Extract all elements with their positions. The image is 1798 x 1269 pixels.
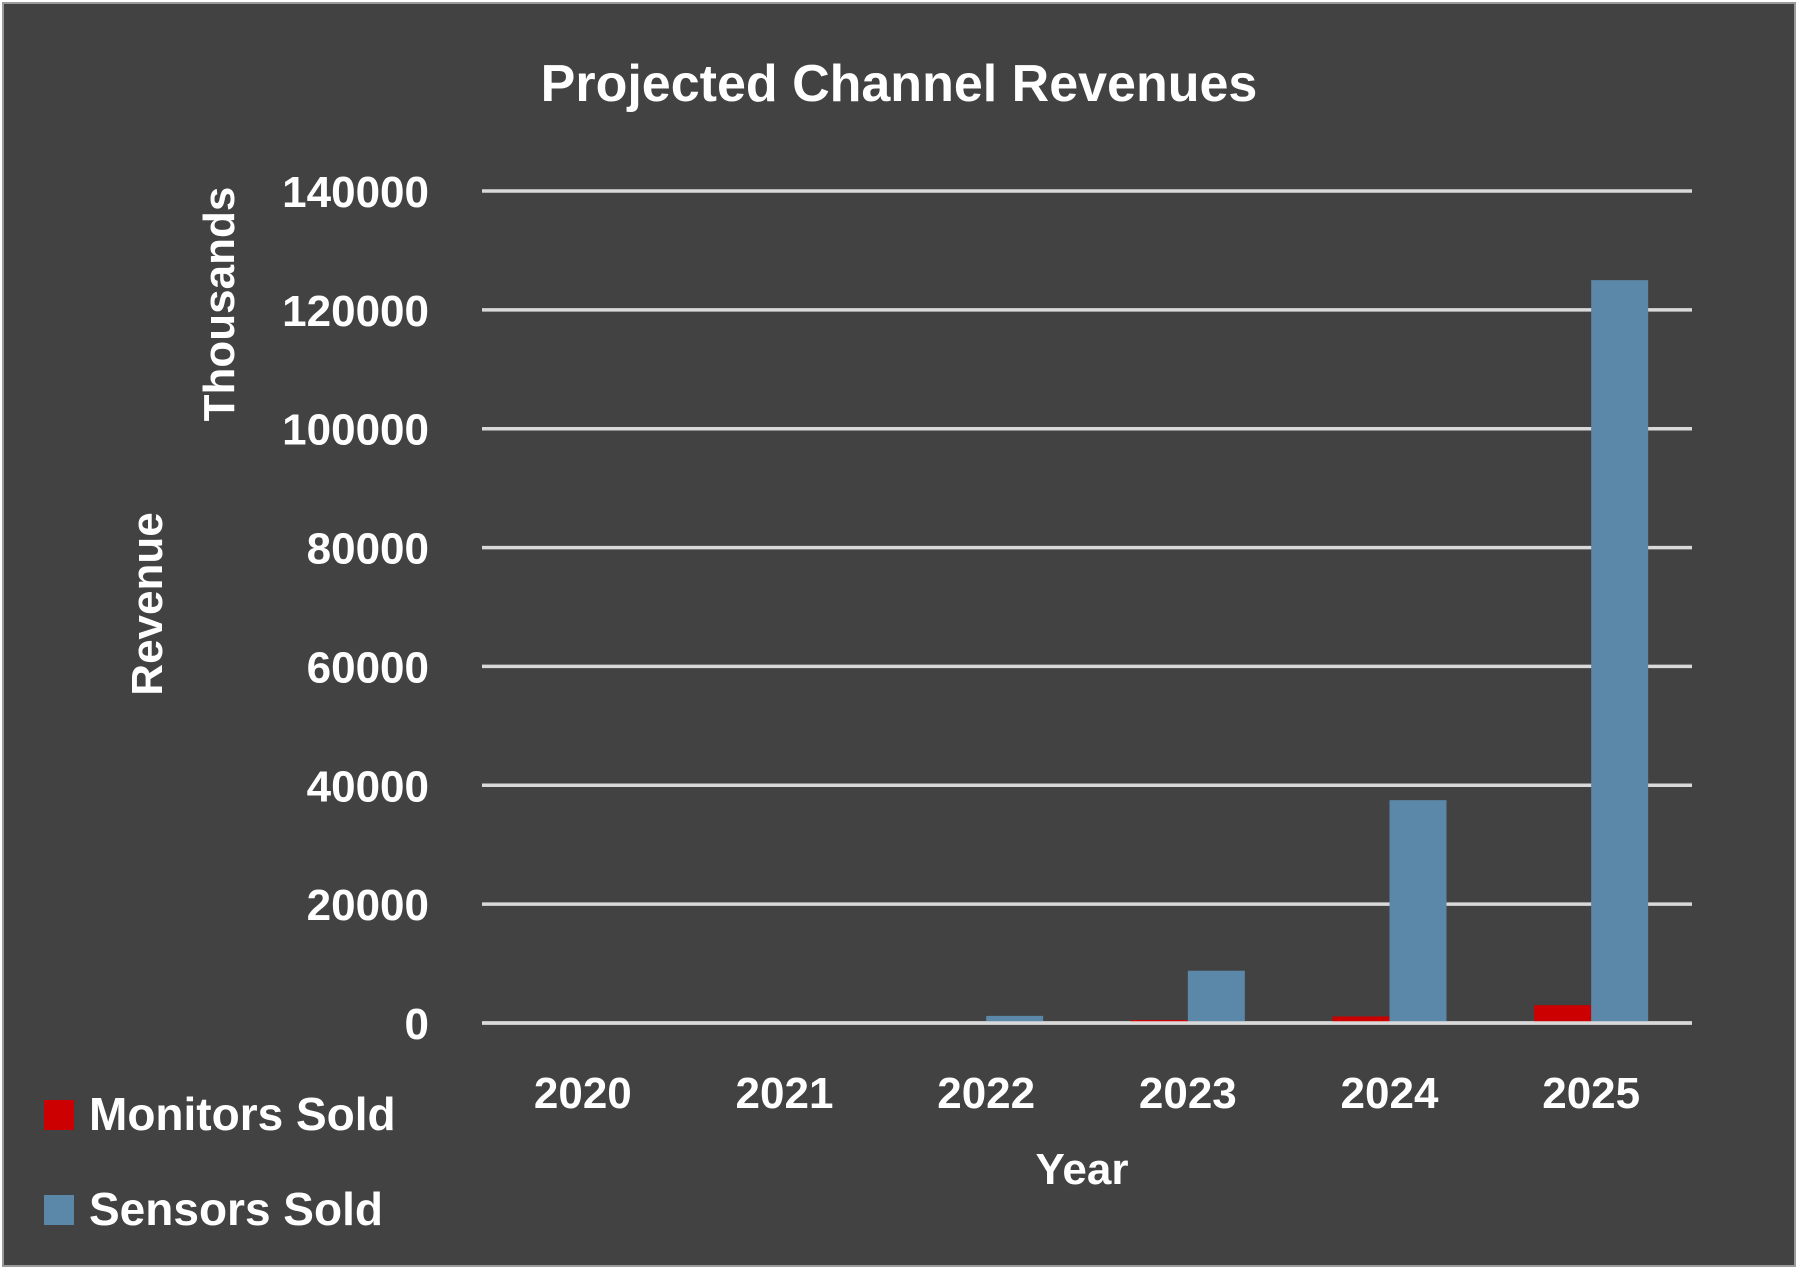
bar-sensors-sold-2022: [986, 1015, 1044, 1023]
legend: Monitors Sold Sensors Sold: [44, 1088, 396, 1235]
legend-swatch: [44, 1195, 74, 1225]
gridlines: [482, 189, 1692, 1025]
x-tick-labels: 2020 2021 2022 2023 2024 2025: [534, 1069, 1640, 1118]
y-tick-label: 60000: [307, 643, 429, 692]
bar-sensors-sold-2023: [1187, 970, 1245, 1023]
y-tick-label: 40000: [307, 762, 429, 811]
x-tick-label: 2025: [1542, 1069, 1640, 1118]
y-tick-labels: 0 20000 40000 60000 80000 100000 120000 140000: [282, 168, 429, 1049]
y-tick-label: 140000: [282, 168, 429, 217]
y-tick-label: 120000: [282, 287, 429, 336]
y-tick-label: 80000: [307, 525, 429, 574]
y-axis-title: Revenue: [123, 512, 172, 695]
y-unit-label: Thousands: [195, 187, 244, 422]
y-tick-label: 100000: [282, 406, 429, 455]
bar-monitors-sold-2025: [1534, 1005, 1592, 1023]
bar-sensors-sold-2025: [1591, 280, 1649, 1024]
legend-label: Sensors Sold: [89, 1183, 383, 1235]
legend-swatch: [44, 1100, 74, 1130]
x-tick-label: 2020: [534, 1069, 632, 1118]
x-axis-title: Year: [1036, 1145, 1129, 1194]
x-tick-label: 2023: [1139, 1069, 1237, 1118]
x-tick-label: 2022: [937, 1069, 1035, 1118]
x-tick-label: 2021: [736, 1069, 834, 1118]
x-tick-label: 2024: [1341, 1069, 1439, 1118]
chart-svg: Projected Channel Revenues Thousands Rev…: [44, 55, 1692, 1235]
legend-label: Monitors Sold: [89, 1088, 396, 1140]
chart-title: Projected Channel Revenues: [541, 55, 1258, 113]
y-tick-label: 20000: [307, 881, 429, 930]
bar-monitors-sold-2024: [1332, 1016, 1390, 1023]
bars: [482, 280, 1692, 1025]
bar-sensors-sold-2024: [1389, 800, 1447, 1023]
y-tick-label: 0: [405, 1000, 429, 1049]
